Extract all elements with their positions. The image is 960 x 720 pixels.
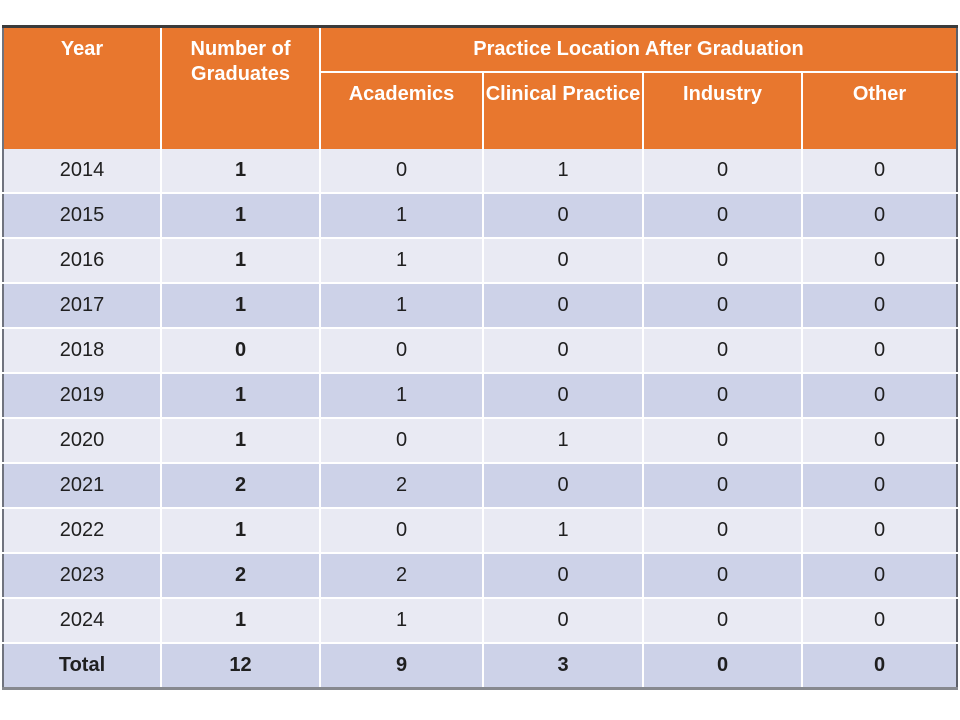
industry-cell: 0 [643,238,803,284]
other-cell: 0 [802,463,957,509]
graduates-cell: 1 [161,149,321,194]
academics-cell: 1 [320,193,484,239]
header-academics: Academics [320,72,484,149]
industry-total-cell: 0 [643,643,803,690]
other-cell: 0 [802,373,957,419]
industry-cell: 0 [643,553,803,599]
clinical-practice-cell: 1 [483,418,644,464]
clinical-practice-cell: 1 [483,149,644,194]
clinical-practice-cell: 0 [483,553,644,599]
clinical-practice-cell: 0 [483,598,644,644]
industry-cell: 0 [643,193,803,239]
academics-cell: 2 [320,553,484,599]
industry-cell: 0 [643,508,803,554]
table-row: 2024 1 1 0 0 0 [3,598,957,644]
table-row: 2022 1 0 1 0 0 [3,508,957,554]
academics-cell: 1 [320,598,484,644]
other-cell: 0 [802,193,957,239]
industry-cell: 0 [643,149,803,194]
industry-cell: 0 [643,283,803,329]
table-body: 2014 1 0 1 0 0 2015 1 1 0 0 0 2016 1 1 0… [3,149,957,690]
academics-cell: 1 [320,238,484,284]
other-cell: 0 [802,508,957,554]
graduates-cell: 1 [161,193,321,239]
academics-cell: 0 [320,418,484,464]
year-cell: 2022 [3,508,162,554]
table-row: 2018 0 0 0 0 0 [3,328,957,374]
year-cell: 2014 [3,149,162,194]
academics-total-cell: 9 [320,643,484,690]
header-number-of-graduates: Number of Graduates [161,26,321,149]
academics-cell: 0 [320,508,484,554]
industry-cell: 0 [643,463,803,509]
other-cell: 0 [802,553,957,599]
year-cell: 2016 [3,238,162,284]
graduates-cell: 2 [161,553,321,599]
table-header: Year Number of Graduates Practice Locati… [3,26,957,149]
graduates-cell: 1 [161,418,321,464]
other-cell: 0 [802,418,957,464]
table-row: 2019 1 1 0 0 0 [3,373,957,419]
industry-cell: 0 [643,598,803,644]
graduates-cell: 1 [161,598,321,644]
year-cell: 2017 [3,283,162,329]
clinical-practice-cell: 1 [483,508,644,554]
table-row: 2014 1 0 1 0 0 [3,149,957,194]
other-cell: 0 [802,238,957,284]
graduates-cell: 1 [161,508,321,554]
year-cell: 2019 [3,373,162,419]
industry-cell: 0 [643,418,803,464]
other-cell: 0 [802,149,957,194]
clinical-practice-cell: 0 [483,463,644,509]
clinical-practice-cell: 0 [483,193,644,239]
header-row-top: Year Number of Graduates Practice Locati… [3,26,957,149]
graduates-cell: 1 [161,283,321,329]
table-row: 2020 1 0 1 0 0 [3,418,957,464]
academics-cell: 0 [320,328,484,374]
table-row: 2021 2 2 0 0 0 [3,463,957,509]
graduates-cell: 1 [161,238,321,284]
clinical-practice-cell: 0 [483,283,644,329]
industry-cell: 0 [643,373,803,419]
other-cell: 0 [802,598,957,644]
header-year: Year [3,26,162,149]
graduates-cell: 2 [161,463,321,509]
clinical-practice-cell: 0 [483,238,644,284]
header-clinical-practice: Clinical Practice [483,72,644,149]
year-cell: 2015 [3,193,162,239]
total-label-cell: Total [3,643,162,690]
industry-cell: 0 [643,328,803,374]
clinical-practice-total-cell: 3 [483,643,644,690]
academics-cell: 0 [320,149,484,194]
other-total-cell: 0 [802,643,957,690]
other-cell: 0 [802,328,957,374]
academics-cell: 2 [320,463,484,509]
graduates-practice-table: Year Number of Graduates Practice Locati… [2,25,958,690]
table-row: 2023 2 2 0 0 0 [3,553,957,599]
header-practice-location: Practice Location After Graduation [320,26,957,73]
table-row: 2017 1 1 0 0 0 [3,283,957,329]
year-cell: 2021 [3,463,162,509]
academics-cell: 1 [320,373,484,419]
graduates-total-cell: 12 [161,643,321,690]
table-row: 2016 1 1 0 0 0 [3,238,957,284]
year-cell: 2020 [3,418,162,464]
total-row: Total 12 9 3 0 0 [3,643,957,690]
header-other: Other [802,72,957,149]
other-cell: 0 [802,283,957,329]
table-row: 2015 1 1 0 0 0 [3,193,957,239]
header-row-sub: Academics Clinical Practice Industry Oth… [3,72,957,149]
header-industry: Industry [643,72,803,149]
graduates-cell: 0 [161,328,321,374]
graduates-cell: 1 [161,373,321,419]
clinical-practice-cell: 0 [483,373,644,419]
academics-cell: 1 [320,283,484,329]
year-cell: 2023 [3,553,162,599]
clinical-practice-cell: 0 [483,328,644,374]
year-cell: 2018 [3,328,162,374]
year-cell: 2024 [3,598,162,644]
